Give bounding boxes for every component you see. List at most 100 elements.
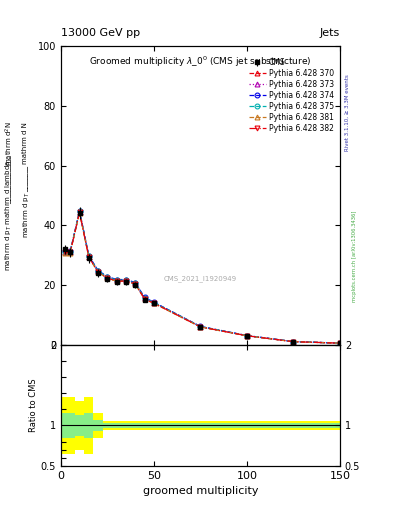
Pythia 6.428 370 bbox=[96, 268, 101, 274]
Pythia 6.428 381 bbox=[338, 340, 342, 346]
Line: Pythia 6.428 370: Pythia 6.428 370 bbox=[62, 209, 342, 346]
Pythia 6.428 375 bbox=[114, 277, 119, 283]
Pythia 6.428 375 bbox=[68, 249, 73, 255]
Pythia 6.428 381 bbox=[114, 278, 119, 284]
Pythia 6.428 382 bbox=[114, 278, 119, 284]
Text: Groomed multiplicity $\lambda\_0^0$ (CMS jet substructure): Groomed multiplicity $\lambda\_0^0$ (CMS… bbox=[89, 55, 312, 70]
Pythia 6.428 381 bbox=[152, 301, 156, 307]
Pythia 6.428 373 bbox=[124, 278, 129, 284]
Pythia 6.428 382 bbox=[96, 269, 101, 275]
Pythia 6.428 370 bbox=[77, 209, 82, 215]
Pythia 6.428 374 bbox=[86, 252, 91, 259]
Pythia 6.428 370 bbox=[338, 340, 342, 346]
Pythia 6.428 374 bbox=[114, 276, 119, 283]
Pythia 6.428 381 bbox=[96, 269, 101, 275]
Pythia 6.428 381 bbox=[133, 281, 138, 287]
Pythia 6.428 373 bbox=[68, 249, 73, 255]
Pythia 6.428 373 bbox=[86, 253, 91, 260]
Pythia 6.428 374 bbox=[124, 276, 129, 283]
Pythia 6.428 381 bbox=[77, 209, 82, 216]
Pythia 6.428 373 bbox=[77, 209, 82, 215]
Pythia 6.428 374 bbox=[338, 340, 342, 346]
Pythia 6.428 381 bbox=[105, 275, 110, 282]
Line: Pythia 6.428 381: Pythia 6.428 381 bbox=[62, 210, 342, 346]
Pythia 6.428 381 bbox=[124, 278, 129, 284]
Pythia 6.428 375 bbox=[244, 333, 249, 339]
Pythia 6.428 382 bbox=[133, 281, 138, 287]
Pythia 6.428 374 bbox=[142, 294, 147, 301]
Line: Pythia 6.428 373: Pythia 6.428 373 bbox=[62, 209, 342, 346]
Pythia 6.428 381 bbox=[62, 250, 67, 256]
Pythia 6.428 375 bbox=[152, 300, 156, 306]
Pythia 6.428 381 bbox=[86, 254, 91, 261]
Pythia 6.428 373 bbox=[105, 274, 110, 281]
Pythia 6.428 370 bbox=[105, 274, 110, 281]
Pythia 6.428 373 bbox=[291, 338, 296, 345]
Pythia 6.428 374 bbox=[62, 248, 67, 254]
Pythia 6.428 374 bbox=[105, 273, 110, 280]
Pythia 6.428 375 bbox=[105, 274, 110, 280]
Y-axis label: Ratio to CMS: Ratio to CMS bbox=[29, 378, 38, 432]
Pythia 6.428 375 bbox=[142, 295, 147, 301]
Pythia 6.428 370 bbox=[198, 324, 203, 330]
Text: 13000 GeV pp: 13000 GeV pp bbox=[61, 28, 140, 38]
X-axis label: groomed multiplicity: groomed multiplicity bbox=[143, 486, 258, 496]
Pythia 6.428 373 bbox=[142, 295, 147, 302]
Text: mathrm d$^2$N: mathrm d$^2$N bbox=[4, 121, 15, 165]
Text: CMS_2021_I1920949: CMS_2021_I1920949 bbox=[164, 275, 237, 282]
Pythia 6.428 373 bbox=[133, 281, 138, 287]
Line: Pythia 6.428 374: Pythia 6.428 374 bbox=[62, 208, 342, 346]
Pythia 6.428 373 bbox=[338, 340, 342, 346]
Pythia 6.428 374 bbox=[198, 324, 203, 330]
Pythia 6.428 382 bbox=[77, 209, 82, 216]
Text: mcplots.cern.ch [arXiv:1306.3436]: mcplots.cern.ch [arXiv:1306.3436] bbox=[352, 210, 357, 302]
Pythia 6.428 373 bbox=[152, 300, 156, 306]
Text: Rivet 3.1.10, ≥ 3.3M events: Rivet 3.1.10, ≥ 3.3M events bbox=[345, 74, 350, 151]
Pythia 6.428 370 bbox=[142, 295, 147, 302]
Text: ───────────────: ─────────────── bbox=[10, 155, 15, 204]
Pythia 6.428 374 bbox=[291, 338, 296, 345]
Pythia 6.428 382 bbox=[244, 333, 249, 339]
Pythia 6.428 381 bbox=[198, 324, 203, 330]
Pythia 6.428 373 bbox=[114, 278, 119, 284]
Legend: CMS, Pythia 6.428 370, Pythia 6.428 373, Pythia 6.428 374, Pythia 6.428 375, Pyt: CMS, Pythia 6.428 370, Pythia 6.428 373,… bbox=[246, 56, 336, 135]
Pythia 6.428 374 bbox=[244, 332, 249, 338]
Pythia 6.428 381 bbox=[291, 338, 296, 345]
Pythia 6.428 381 bbox=[244, 333, 249, 339]
Text: Jets: Jets bbox=[320, 28, 340, 38]
Pythia 6.428 370 bbox=[62, 249, 67, 255]
Text: mathrm d p$_T$: mathrm d p$_T$ bbox=[22, 191, 32, 239]
Pythia 6.428 374 bbox=[152, 299, 156, 305]
Pythia 6.428 375 bbox=[86, 253, 91, 260]
Pythia 6.428 373 bbox=[62, 249, 67, 255]
Pythia 6.428 375 bbox=[62, 249, 67, 255]
Pythia 6.428 375 bbox=[96, 268, 101, 274]
Pythia 6.428 375 bbox=[77, 208, 82, 215]
Text: mathrm d N: mathrm d N bbox=[22, 122, 28, 164]
Pythia 6.428 382 bbox=[62, 249, 67, 255]
Pythia 6.428 370 bbox=[124, 278, 129, 284]
Pythia 6.428 370 bbox=[291, 338, 296, 345]
Pythia 6.428 373 bbox=[244, 333, 249, 339]
Pythia 6.428 382 bbox=[105, 275, 110, 281]
Pythia 6.428 375 bbox=[124, 277, 129, 283]
Pythia 6.428 370 bbox=[152, 300, 156, 306]
Pythia 6.428 374 bbox=[68, 248, 73, 254]
Pythia 6.428 374 bbox=[77, 208, 82, 214]
Pythia 6.428 381 bbox=[142, 296, 147, 302]
Pythia 6.428 375 bbox=[133, 280, 138, 286]
Line: Pythia 6.428 375: Pythia 6.428 375 bbox=[62, 209, 342, 346]
Pythia 6.428 374 bbox=[133, 280, 138, 286]
Pythia 6.428 370 bbox=[133, 281, 138, 287]
Pythia 6.428 374 bbox=[96, 267, 101, 273]
Text: ────────: ──────── bbox=[28, 166, 33, 192]
Y-axis label: mathrm d N / mathrm d p$_T$ mathrm d lambda
1
mathrm d$^2$N
mathrm d p$_T$ mathr: mathrm d N / mathrm d p$_T$ mathrm d lam… bbox=[0, 511, 1, 512]
Pythia 6.428 370 bbox=[114, 278, 119, 284]
Pythia 6.428 382 bbox=[152, 300, 156, 306]
Pythia 6.428 373 bbox=[198, 324, 203, 330]
Pythia 6.428 382 bbox=[291, 338, 296, 345]
Pythia 6.428 375 bbox=[338, 340, 342, 346]
Text: mathrm d p$_T$ mathrm d lambda: mathrm d p$_T$ mathrm d lambda bbox=[4, 159, 14, 271]
Pythia 6.428 370 bbox=[68, 249, 73, 255]
Pythia 6.428 373 bbox=[96, 268, 101, 274]
